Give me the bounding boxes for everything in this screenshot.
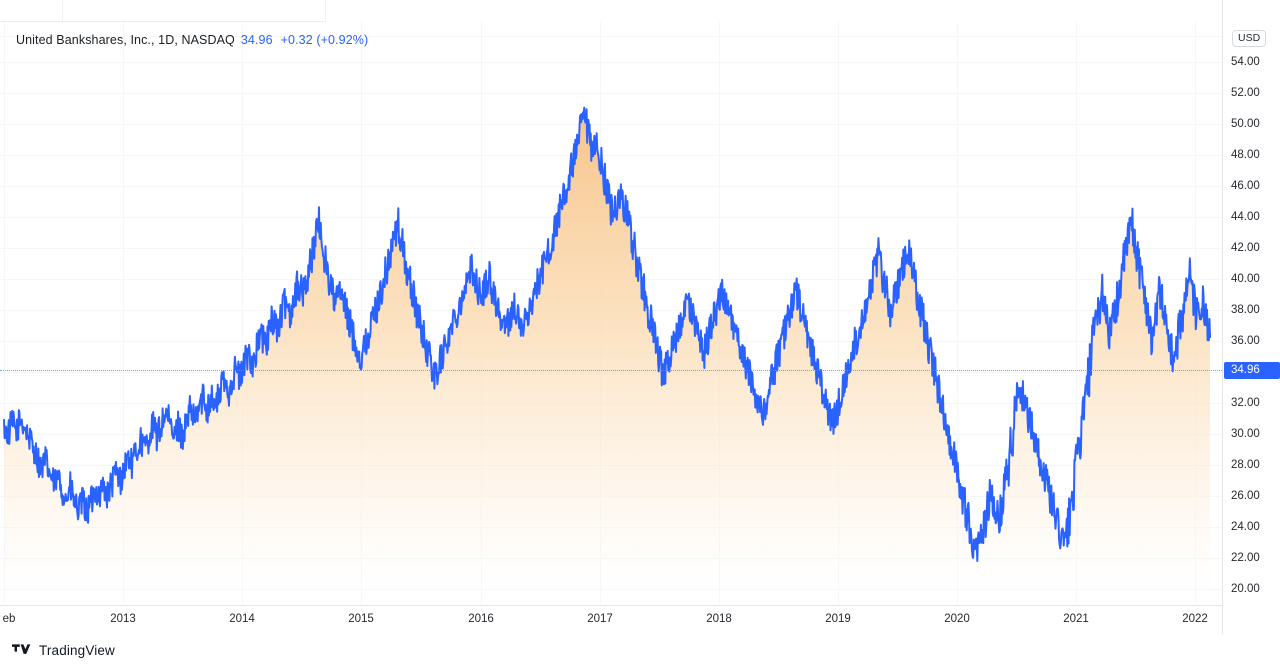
price-tick: 44.00: [1231, 211, 1260, 223]
tradingview-brand[interactable]: TradingView: [12, 643, 115, 658]
top-strip-segment: [63, 0, 326, 22]
price-tick: 20.00: [1231, 583, 1260, 595]
legend-last-price: 34.96: [240, 33, 273, 47]
gridline-horizontal: [0, 36, 1222, 37]
price-area-fill: [4, 107, 1210, 605]
price-tick: 26.00: [1231, 490, 1260, 502]
gridline-horizontal: [0, 186, 1222, 187]
time-tick: 2017: [587, 613, 613, 625]
axis-corner: [1222, 605, 1280, 634]
time-tick: 2015: [348, 613, 374, 625]
price-tick: 48.00: [1231, 149, 1260, 161]
price-tick: 24.00: [1231, 521, 1260, 533]
price-tick: 38.00: [1231, 304, 1260, 316]
time-tick: 2020: [944, 613, 970, 625]
currency-badge[interactable]: USD: [1232, 30, 1267, 47]
time-tick: 2013: [110, 613, 136, 625]
legend-price-change: +0.32 (+0.92%): [280, 33, 369, 47]
gridline-vertical: [361, 22, 362, 605]
price-tick: 46.00: [1231, 180, 1260, 192]
time-tick: 2014: [229, 613, 255, 625]
price-tick: 42.00: [1231, 242, 1260, 254]
legend-symbol-description: United Bankshares, Inc., 1D, NASDAQ: [16, 33, 235, 47]
time-tick: 2018: [706, 613, 732, 625]
time-tick: 2021: [1063, 613, 1089, 625]
time-tick: 2022: [1182, 613, 1208, 625]
price-axis[interactable]: USD 54.00 52.00 50.00 48.00 46.00 44.00 …: [1222, 0, 1280, 626]
price-line: [3, 106, 1211, 562]
current-price-badge: 34.96: [1224, 362, 1280, 379]
gridline-vertical: [123, 22, 124, 605]
top-strip-segment: [0, 0, 63, 22]
top-strip: [0, 0, 1280, 22]
gridline-vertical: [242, 22, 243, 605]
time-tick: eb: [2, 613, 16, 625]
price-series-chart: [3, 106, 1211, 605]
tradingview-wordmark: TradingView: [39, 642, 115, 658]
time-tick: 2016: [468, 613, 494, 625]
gridline-vertical: [957, 22, 958, 605]
gridline-horizontal: [0, 62, 1222, 63]
gridline-vertical: [4, 22, 5, 605]
gridline-horizontal: [0, 124, 1222, 125]
price-tick: 52.00: [1231, 87, 1260, 99]
current-price-line: [0, 370, 1222, 371]
time-axis[interactable]: eb 2013 2014 2015 2016 2017 2018 2019 20…: [0, 605, 1280, 634]
gridline-horizontal: [0, 93, 1222, 94]
chart-plot-area[interactable]: United Bankshares, Inc., 1D, NASDAQ 34.96…: [0, 22, 1222, 605]
gridline-horizontal: [0, 155, 1222, 156]
price-tick: 30.00: [1231, 428, 1260, 440]
footer: TradingView: [0, 634, 1280, 666]
time-tick: 2019: [825, 613, 851, 625]
price-tick: 36.00: [1231, 335, 1260, 347]
tradingview-logo-icon: [12, 643, 31, 654]
price-tick: 28.00: [1231, 459, 1260, 471]
chart-legend[interactable]: United Bankshares, Inc., 1D, NASDAQ 34.96…: [16, 32, 368, 48]
top-strip-underline: [0, 21, 326, 22]
price-tick: 32.00: [1231, 397, 1260, 409]
price-tick: 50.00: [1231, 118, 1260, 130]
gridline-vertical: [838, 22, 839, 605]
price-tick: 40.00: [1231, 273, 1260, 285]
price-tick: 54.00: [1231, 56, 1260, 68]
gridline-vertical: [1076, 22, 1077, 605]
price-tick: 22.00: [1231, 552, 1260, 564]
